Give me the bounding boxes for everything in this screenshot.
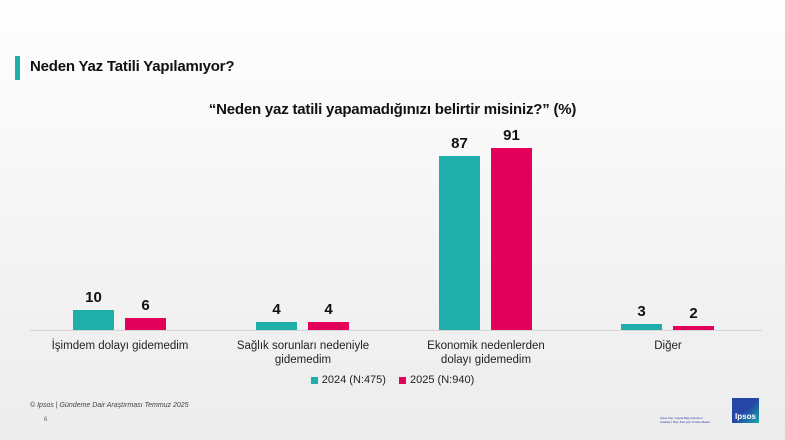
bar-2024-2: [439, 156, 480, 330]
legend-item-2024: 2024 (N:475): [310, 374, 386, 386]
legend-label-2024: 2024 (N:475): [321, 374, 386, 386]
legend-label-2025: 2025 (N:940): [410, 374, 475, 386]
x-axis-baseline: [30, 330, 762, 331]
legend-swatch-2024: [310, 376, 318, 384]
legend: 2024 (N:475) 2025 (N:940): [0, 374, 785, 387]
value-label: 4: [272, 301, 281, 318]
bar-chart: 10 6 4 4 87 91 3 2: [30, 120, 762, 330]
value-label: 2: [689, 305, 698, 322]
bar-2024-0: [73, 310, 114, 330]
tagline: Ipsos Kişi | Hayat Bilgi Gündemi İnsanla…: [660, 416, 711, 424]
source-footnote: © Ipsos | Gündeme Dair Araştırması Temmu…: [30, 402, 189, 409]
value-label: 3: [637, 303, 646, 320]
bar-2025-1: [308, 322, 349, 330]
chart-title: “Neden yaz tatili yapamadığınızı belirti…: [208, 101, 577, 118]
bar-2024-3: [621, 324, 662, 330]
value-label: 87: [451, 135, 468, 152]
ipsos-logo: Ipsos: [732, 398, 759, 423]
legend-swatch-2025: [399, 376, 407, 384]
page-number: 6: [44, 417, 48, 423]
value-label: 91: [503, 127, 520, 144]
bar-2025-0: [125, 318, 166, 330]
value-label: 10: [85, 289, 102, 306]
value-label: 4: [324, 301, 333, 318]
title-accent-bar: [15, 56, 20, 80]
category-label-health: Sağlık sorunları nedeniyle gidemedim: [236, 340, 370, 366]
bar-2025-2: [491, 148, 532, 330]
page-title: Neden Yaz Tatili Yapılamıyor?: [30, 58, 235, 75]
category-label-work: İşimdem dolayı gidemedim: [51, 340, 189, 352]
category-label-other: Diğer: [654, 340, 682, 352]
legend-item-2025: 2025 (N:940): [399, 374, 474, 386]
bar-2025-3: [673, 326, 714, 330]
value-label: 6: [141, 297, 150, 314]
bar-2024-1: [256, 322, 297, 330]
category-label-economic: Ekonomik nedenlerden dolayı gidemedim: [427, 340, 545, 366]
